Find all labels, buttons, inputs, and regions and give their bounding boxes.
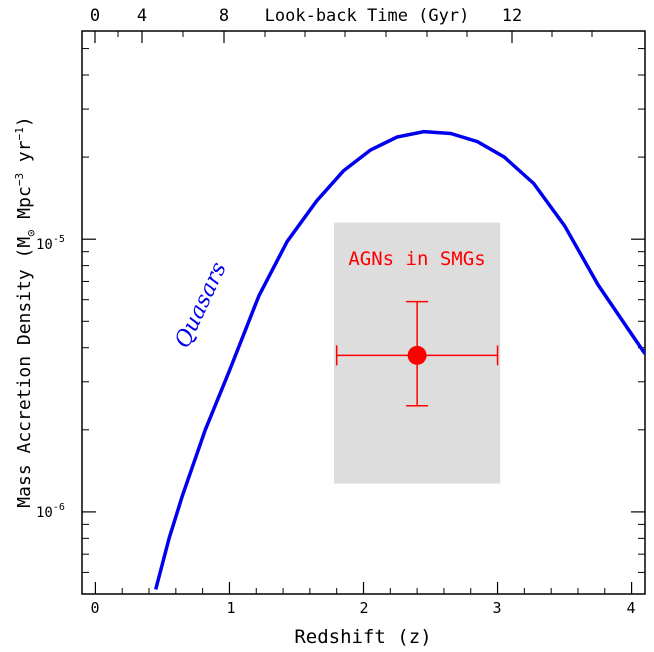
top-tick-label: 0 — [90, 6, 100, 26]
top-axis-title: Look-back Time (Gyr) — [265, 6, 470, 26]
top-axis-labels: 0 4 8 Look-back Time (Gyr) 12 — [90, 6, 522, 26]
axis-ticks — [82, 31, 645, 595]
quasars-annotation: Quasars — [170, 258, 231, 352]
y-tick-label: 10-5 — [36, 234, 65, 253]
top-tick-label: 4 — [137, 6, 147, 26]
y-tick-label: 10-6 — [36, 502, 65, 521]
series-line-quasars — [154, 129, 645, 590]
x-axis-label: Redshift (z) — [294, 626, 431, 648]
top-tick-label: 8 — [219, 6, 229, 26]
x-tick-label: 1 — [226, 599, 235, 617]
smg-error-bars — [335, 300, 499, 407]
x-tick-labels: 0 1 2 3 4 — [90, 599, 635, 617]
x-tick-label: 0 — [90, 599, 99, 617]
x-tick-label: 2 — [359, 599, 368, 617]
smg-annotation: AGNs in SMGs — [348, 248, 485, 270]
x-tick-label: 4 — [626, 599, 635, 617]
y-axis-label: Mass Accretion Density (M⊙ Mpc−3 yr−1) — [13, 116, 38, 507]
x-tick-label: 3 — [492, 599, 501, 617]
top-tick-label: 12 — [502, 6, 522, 26]
smg-data-point — [407, 345, 427, 365]
